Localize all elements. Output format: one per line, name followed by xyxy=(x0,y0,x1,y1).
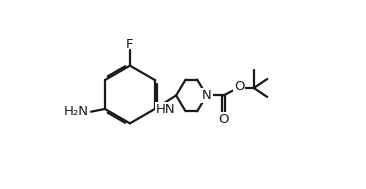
Text: O: O xyxy=(234,80,244,93)
Text: F: F xyxy=(126,38,134,51)
Text: N: N xyxy=(202,89,212,102)
Text: O: O xyxy=(218,113,229,125)
Text: H₂N: H₂N xyxy=(64,105,89,118)
Text: HN: HN xyxy=(156,103,175,116)
